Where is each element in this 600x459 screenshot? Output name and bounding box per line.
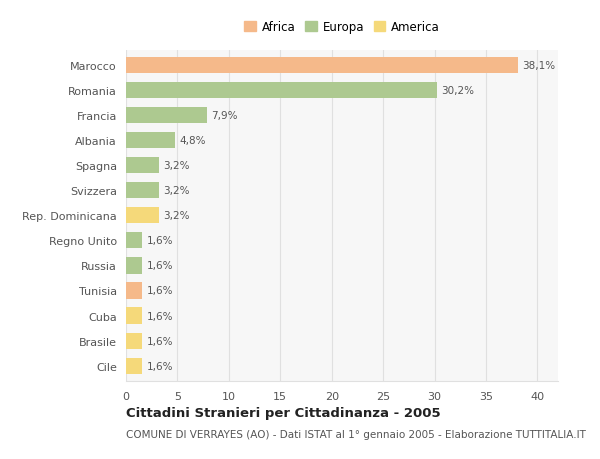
Text: Cittadini Stranieri per Cittadinanza - 2005: Cittadini Stranieri per Cittadinanza - 2… bbox=[126, 406, 440, 419]
Bar bbox=[126, 133, 175, 149]
Text: 38,1%: 38,1% bbox=[522, 61, 555, 71]
Text: 1,6%: 1,6% bbox=[146, 286, 173, 296]
Text: 3,2%: 3,2% bbox=[163, 186, 190, 196]
Text: 1,6%: 1,6% bbox=[146, 261, 173, 271]
Text: 1,6%: 1,6% bbox=[146, 236, 173, 246]
Bar bbox=[126, 358, 142, 374]
Bar bbox=[126, 308, 142, 324]
Bar bbox=[126, 83, 437, 99]
Text: 4,8%: 4,8% bbox=[179, 135, 206, 146]
Legend: Africa, Europa, America: Africa, Europa, America bbox=[242, 18, 442, 36]
Bar bbox=[126, 333, 142, 349]
Bar bbox=[126, 183, 159, 199]
Bar bbox=[126, 233, 142, 249]
Text: 3,2%: 3,2% bbox=[163, 211, 190, 221]
Bar bbox=[126, 57, 518, 73]
Text: 7,9%: 7,9% bbox=[211, 111, 238, 121]
Bar bbox=[126, 157, 159, 174]
Bar bbox=[126, 283, 142, 299]
Text: 1,6%: 1,6% bbox=[146, 311, 173, 321]
Text: 1,6%: 1,6% bbox=[146, 336, 173, 346]
Text: 30,2%: 30,2% bbox=[441, 85, 474, 95]
Text: 1,6%: 1,6% bbox=[146, 361, 173, 371]
Bar bbox=[126, 207, 159, 224]
Bar bbox=[126, 107, 207, 124]
Text: COMUNE DI VERRAYES (AO) - Dati ISTAT al 1° gennaio 2005 - Elaborazione TUTTITALI: COMUNE DI VERRAYES (AO) - Dati ISTAT al … bbox=[126, 429, 586, 439]
Text: 3,2%: 3,2% bbox=[163, 161, 190, 171]
Bar bbox=[126, 257, 142, 274]
